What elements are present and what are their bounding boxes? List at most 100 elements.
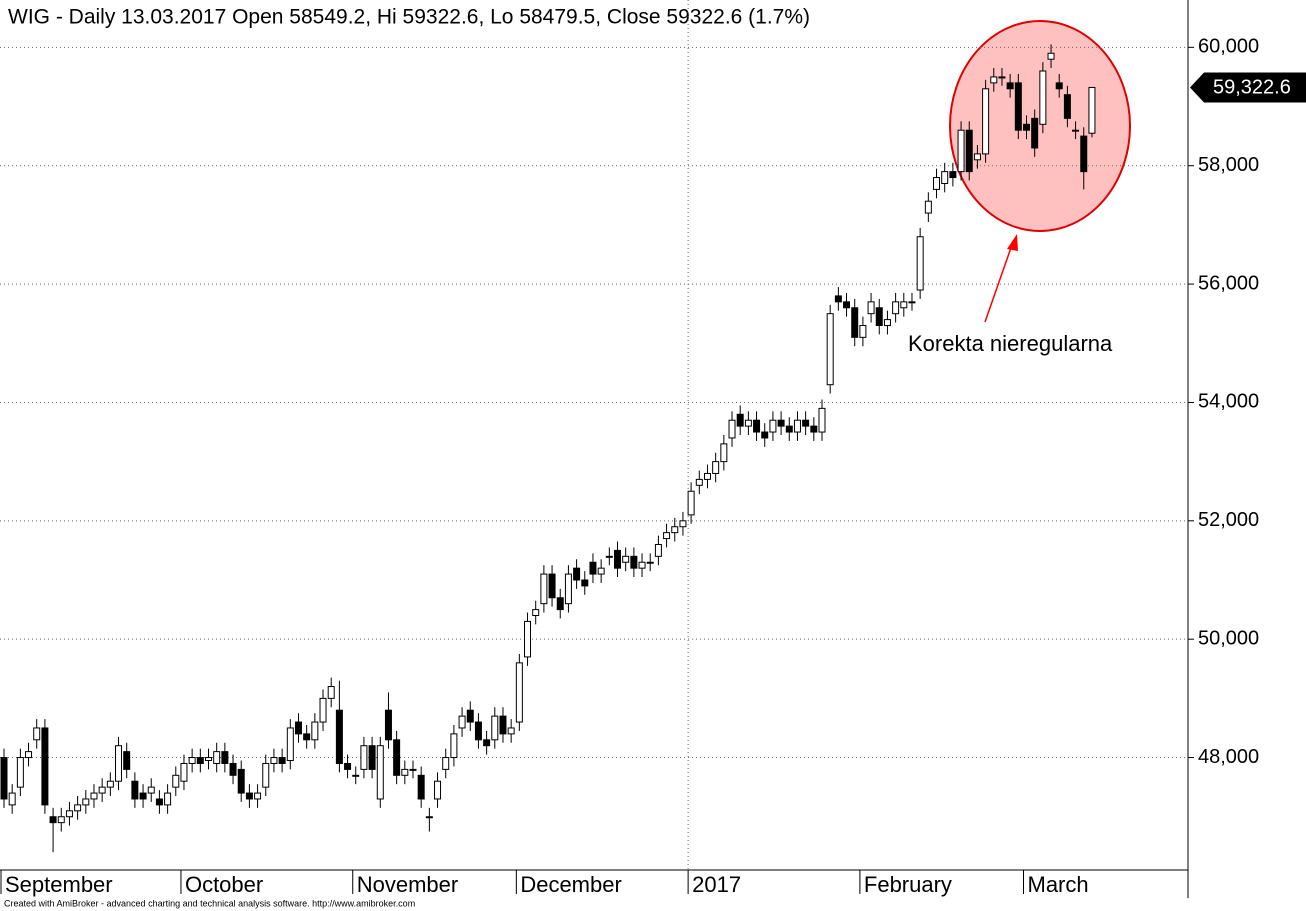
candle-body [875, 307, 883, 327]
x-tick-label: February [864, 872, 952, 897]
candle-body [164, 792, 172, 806]
candle-body [859, 325, 867, 338]
x-tick-label: March [1028, 872, 1089, 897]
candle-body [614, 549, 621, 569]
candle-body [229, 762, 237, 776]
candle-body [548, 573, 556, 599]
candle-body [679, 520, 687, 528]
candle-body [221, 751, 229, 764]
candle-body [973, 153, 981, 161]
candle-body [720, 443, 728, 463]
candle-body [491, 715, 499, 741]
candle-body [245, 792, 253, 800]
candle-body [409, 768, 417, 771]
candle-body [532, 609, 540, 617]
candle-body [352, 774, 360, 777]
candle-body [49, 816, 57, 824]
candle-body [303, 733, 311, 741]
candle-body [957, 129, 965, 173]
candle-body [982, 88, 990, 155]
candle-body [663, 532, 671, 540]
candle-body [123, 751, 131, 770]
candle-body [1014, 82, 1022, 131]
candle-body [671, 526, 679, 534]
candle-body [393, 739, 401, 776]
y-tick-label: 50,000 [1198, 627, 1259, 649]
candle-body [458, 715, 466, 729]
candle-body [115, 745, 123, 782]
candle-body [311, 721, 319, 741]
candle-body [908, 301, 916, 304]
candle-body [384, 709, 392, 741]
candle-body [368, 745, 376, 770]
candle-body [401, 768, 409, 776]
candle-body [270, 757, 278, 764]
candle-body [769, 419, 777, 433]
candle-body [466, 709, 474, 723]
last-price-label: 59,322.6 [1213, 77, 1291, 99]
candle-body [589, 561, 597, 575]
candle-body [434, 780, 442, 800]
candle-body [335, 709, 343, 764]
chart-title: WIG - Daily 13.03.2017 Open 58549.2, Hi … [8, 6, 810, 29]
candle-body [319, 697, 327, 723]
candle-body [1088, 86, 1096, 134]
candle-body [33, 727, 41, 741]
candle-body [941, 171, 949, 184]
candle-body [139, 792, 147, 800]
candle-body [98, 786, 106, 794]
candle-body [188, 757, 196, 764]
candle-body [540, 573, 548, 605]
x-tick-label: December [520, 872, 621, 897]
candle-body [90, 792, 98, 800]
candle-body [450, 733, 458, 759]
candle-body [622, 555, 630, 563]
candle-body [327, 686, 335, 699]
candle-body [597, 567, 605, 575]
candle-body [867, 301, 875, 315]
y-tick-label: 48,000 [1198, 746, 1259, 768]
candle-body [753, 419, 761, 433]
candle-body [483, 739, 491, 747]
candle-body [1047, 52, 1055, 60]
candle-body [180, 762, 188, 782]
candle-body [1031, 117, 1039, 149]
candle-body [933, 177, 941, 190]
candle-body [851, 307, 859, 338]
candle-body [916, 236, 924, 291]
candle-body [802, 419, 810, 427]
candle-body [1080, 135, 1088, 173]
candle-body [924, 200, 932, 214]
annotation-arrow [984, 241, 1014, 323]
candle-body [41, 727, 49, 806]
candle-body [1023, 123, 1030, 131]
candle-body [57, 816, 65, 824]
candle-body [638, 561, 646, 569]
candle-body [16, 757, 24, 788]
candle-body [344, 762, 352, 770]
candle-body [25, 751, 33, 759]
candle-body [712, 461, 720, 474]
candle-body [507, 727, 515, 735]
candle-body [376, 745, 384, 800]
candle-body [818, 407, 826, 433]
y-tick-label: 60,000 [1198, 36, 1259, 58]
annotation-text: Korekta nieregularna [908, 331, 1113, 356]
candle-body [949, 171, 957, 179]
candle-body [990, 76, 998, 84]
candle-body [74, 804, 82, 812]
candle-body [442, 757, 450, 770]
candle-body [785, 425, 793, 433]
candle-body [581, 579, 589, 587]
candle-body [360, 745, 368, 770]
candle-body [573, 567, 581, 581]
candle-body [237, 768, 245, 794]
candle-body [1072, 129, 1080, 132]
candle-body [131, 780, 139, 800]
candle-body [213, 751, 221, 764]
candle-body [515, 662, 523, 723]
footer: Created with AmiBroker - advanced charti… [4, 898, 415, 908]
y-tick-label: 56,000 [1198, 272, 1259, 294]
x-tick-label: 2017 [692, 872, 741, 897]
